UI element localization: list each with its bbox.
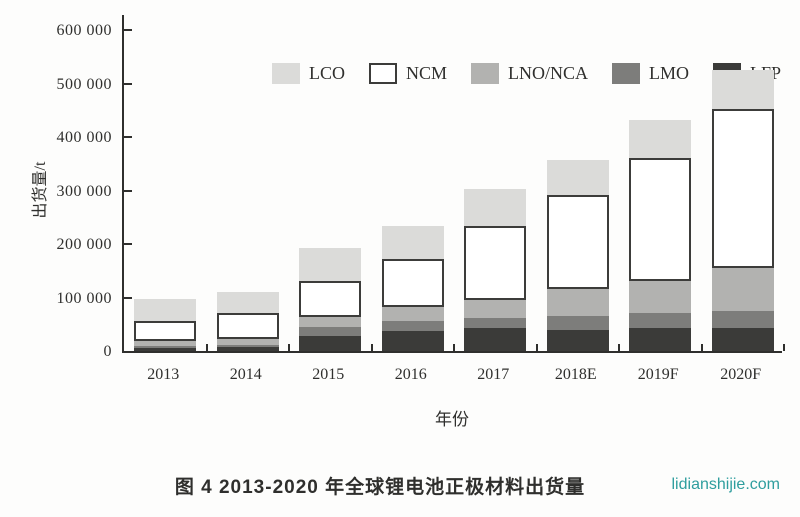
bar-segment-LNO-NCA [216,339,279,345]
bar-segment-LMO [464,317,527,328]
y-axis-tick [124,29,132,31]
bar-segment-LNO-NCA [134,340,197,346]
x-tick-label: 2020F [720,366,762,383]
bar-segment-LCO [381,226,444,259]
legend-item-LCO: LCO [272,63,345,84]
y-tick-label: 400 000 [56,129,112,146]
x-axis-tick [288,344,290,351]
bar-segment-LNO-NCA [711,268,774,312]
legend-swatch-LNO-NCA [471,63,500,84]
bar-group-2017 [464,189,527,351]
bar-segment-NCM [216,312,279,340]
y-axis-tick [124,243,132,245]
x-axis-tick [535,344,538,351]
bar-segment-NCM [629,158,692,282]
bar-segment-NCM [299,280,362,318]
bar-segment-LMO [546,316,609,330]
legend-swatch-LMO [612,63,641,84]
bar-segment-LFP [711,328,774,351]
x-axis-tick [783,344,785,351]
y-tick-label: 600 000 [56,22,112,39]
y-tick-label: 300 000 [56,182,112,200]
x-axis-tick [205,344,208,351]
bar-segment-LMO [629,313,692,328]
bar-group-2014 [216,292,279,351]
bar-segment-LNO-NCA [464,299,527,318]
x-tick-label: 2013 [147,366,180,383]
x-tick-label: 2019F [637,366,679,383]
y-tick-label: 0 [103,343,112,360]
x-axis-title: 年份 [435,410,469,429]
legend-swatch-LCO [272,63,300,84]
y-axis-tick [124,82,132,85]
bar-group-2019F [629,120,692,351]
bar-segment-LCO [464,189,527,226]
legend-swatch-NCM [369,63,397,84]
bar-segment-LFP [299,336,362,351]
bar-group-2015 [299,247,362,351]
bar-segment-NCM [134,320,197,341]
legend-item-LNO-NCA: LNO/NCA [471,63,588,84]
legend-item-LMO: LMO [612,63,689,84]
x-axis-tick [453,344,455,351]
bar-segment-NCM [381,258,444,308]
bar-segment-NCM [711,108,774,269]
legend-label-NCM: NCM [406,63,448,83]
y-axis-tick [124,136,132,138]
bar-segment-LNO-NCA [381,307,444,322]
bar-group-2013 [134,299,197,351]
bar-segment-LCO [134,299,197,321]
legend-label-LNO-NCA: LNO/NCA [508,63,589,83]
bar-segment-NCM [546,194,609,290]
y-tick-label: 500 000 [56,75,112,93]
bar-segment-LFP [134,348,197,351]
x-tick-label: 2014 [229,366,262,383]
bar-segment-LCO [216,292,279,313]
bar-segment-LFP [216,347,279,351]
bar-segment-LCO [711,69,774,109]
y-axis-tick [124,189,132,192]
bar-segment-LFP [546,329,609,351]
caption: 图 4 2013-2020 年全球锂电池正极材料出货量 [174,477,586,498]
y-tick-label: 200 000 [56,236,112,253]
x-tick-label: 2017 [477,366,510,383]
bar-segment-LMO [711,311,774,328]
bar-segment-LCO [629,120,692,159]
bar-segment-LFP [381,330,444,351]
bar-segment-LCO [299,247,362,281]
x-tick-label: 2018E [554,366,597,383]
bar-segment-LMO [134,345,197,349]
bar-segment-LMO [216,344,279,348]
bar-segment-LCO [546,159,609,195]
bar-segment-LNO-NCA [546,289,609,317]
legend-label-LMO: LMO [649,63,690,83]
bar-group-2020F [711,69,774,351]
x-tick-label: 2016 [394,366,427,383]
bar-group-2018E [546,159,609,351]
y-axis-tick [124,296,132,299]
bar-segment-LMO [381,321,444,331]
legend-label-LCO: LCO [309,63,345,83]
bar-segment-LFP [629,328,692,351]
x-axis-tick [618,344,620,351]
bar-segment-LNO-NCA [299,317,362,328]
bar-segment-LMO [299,327,362,336]
x-axis-tick [700,344,703,351]
x-tick-label: 2015 [312,366,345,383]
bar-segment-LNO-NCA [629,281,692,313]
bar-segment-NCM [464,225,527,300]
bar-segment-LFP [464,328,527,351]
legend-item-NCM: NCM [369,63,447,84]
bar-group-2016 [381,226,444,351]
watermark-link[interactable]: lidianshijie.com [671,476,781,493]
x-axis-tick [370,344,373,351]
y-tick-label: 100 000 [56,289,112,307]
